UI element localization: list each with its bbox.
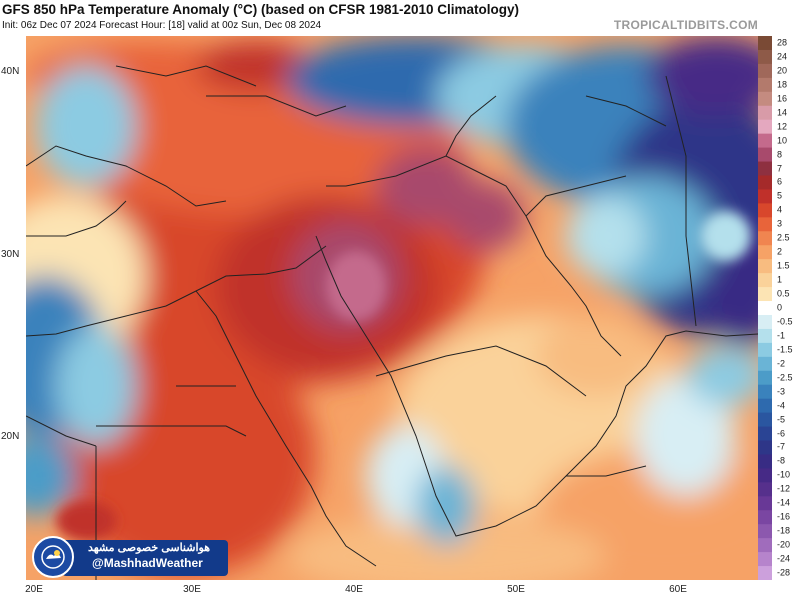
colorbar-tick-label: -7 (777, 441, 786, 452)
colorbar-swatch (758, 217, 772, 232)
colorbar-swatch (758, 301, 772, 316)
colorbar-swatch (758, 203, 772, 218)
colorbar-tick-label: 18 (777, 79, 788, 90)
colorbar-tick-label: -8 (777, 455, 786, 466)
colorbar-swatch (758, 510, 772, 525)
badge-handle: @MashhadWeather (92, 556, 203, 570)
colorbar-swatch (758, 189, 772, 204)
colorbar-swatch (758, 524, 772, 539)
colorbar-swatch (758, 356, 772, 372)
colorbar-swatch (758, 468, 772, 483)
colorbar-swatch (758, 231, 772, 246)
colorbar-swatch (758, 63, 772, 79)
lon-label-60e: 60E (669, 584, 687, 595)
colorbar-tick-label: 0 (777, 302, 783, 313)
colorbar-tick-label: -2 (777, 358, 786, 369)
colorbar-tick-label: -0.5 (777, 316, 793, 327)
colorbar-tick-label: -10 (777, 469, 791, 480)
colorbar-tick-label: -14 (777, 497, 791, 508)
colorbar-tick-label: -20 (777, 539, 791, 550)
colorbar-swatch (758, 552, 772, 567)
colorbar-swatch (758, 440, 772, 455)
colorbar-labels: 28 24 20 18 16 14 12 10 8 7 6 5 4 3 2.5 2 1.5 1 0.5 0 -0.5 -1… (777, 36, 800, 580)
colorbar-swatch (758, 398, 772, 414)
colorbar-tick-label: 2.5 (777, 232, 790, 243)
colorbar-tick-label: 3 (777, 218, 783, 229)
colorbar-swatch (758, 161, 772, 176)
colorbar-tick-label: -1 (777, 330, 786, 341)
colorbar-swatch (758, 566, 772, 580)
colorbar-tick-label: -6 (777, 428, 786, 439)
colorbar-tick-label: 10 (777, 135, 788, 146)
colorbar-tick-label: 12 (777, 121, 788, 132)
colorbar-swatch (758, 454, 772, 469)
lat-label-30n: 30N (1, 249, 20, 260)
coastlines-and-borders (26, 65, 758, 580)
colorbar-tick-label: -16 (777, 511, 791, 522)
anomaly-field (26, 36, 758, 580)
colorbar-tick-label: 20 (777, 65, 788, 76)
colorbar (758, 36, 772, 580)
colorbar-tick-label: 1.5 (777, 260, 790, 271)
colorbar-tick-label: -1.5 (777, 344, 793, 355)
logo-icon (32, 536, 74, 578)
colorbar-tick-label: -28 (777, 567, 791, 578)
colorbar-tick-label: -5 (777, 414, 786, 425)
colorbar-tick-label: 28 (777, 37, 788, 48)
colorbar-tick-label: -24 (777, 553, 791, 564)
colorbar-swatch (758, 342, 772, 358)
colorbar-tick-label: 8 (777, 149, 783, 160)
colorbar-swatch (758, 412, 772, 428)
colorbar-swatch (758, 426, 772, 442)
colorbar-tick-label: -3 (777, 386, 786, 397)
badge-persian-text: هواشناسی خصوصی مشهد (88, 542, 211, 554)
colorbar-swatch (758, 175, 772, 190)
colorbar-tick-label: 0.5 (777, 288, 790, 299)
colorbar-tick-label: 4 (777, 204, 783, 215)
watermark-badge: هواشناسی خصوصی مشهد @MashhadWeather (32, 534, 228, 580)
colorbar-tick-label: 1 (777, 274, 783, 285)
colorbar-swatch (758, 77, 772, 93)
colorbar-swatch (758, 119, 772, 135)
colorbar-swatch (758, 482, 772, 497)
colorbar-swatch (758, 314, 772, 330)
colorbar-swatch (758, 91, 772, 107)
lat-label-20n: 20N (1, 431, 20, 442)
anomaly-map (26, 36, 758, 580)
colorbar-swatch (758, 245, 772, 260)
colorbar-swatch (758, 133, 772, 149)
colorbar-swatch (758, 273, 772, 288)
colorbar-tick-label: 7 (777, 163, 783, 173)
colorbar-swatch (758, 538, 772, 553)
colorbar-tick-label: -4 (777, 400, 786, 411)
colorbar-swatch (758, 287, 772, 302)
lon-label-30e: 30E (183, 584, 201, 595)
lon-label-20e: 20E (25, 584, 43, 595)
colorbar-swatch (758, 49, 772, 65)
map-subtitle: Init: 06z Dec 07 2024 Forecast Hour: [18… (2, 20, 322, 31)
colorbar-swatch (758, 384, 772, 400)
colorbar-swatch (758, 105, 772, 121)
colorbar-tick-label: -18 (777, 525, 791, 536)
colorbar-swatch (758, 36, 772, 51)
colorbar-tick-label: 6 (777, 176, 783, 187)
colorbar-swatch (758, 147, 772, 163)
map-title: GFS 850 hPa Temperature Anomaly (°C) (ba… (2, 2, 520, 17)
lon-label-50e: 50E (507, 584, 525, 595)
colorbar-swatch (758, 496, 772, 511)
colorbar-tick-label: 5 (777, 190, 783, 201)
lon-label-40e: 40E (345, 584, 363, 595)
colorbar-tick-label: 24 (777, 51, 788, 62)
colorbar-swatch (758, 370, 772, 386)
colorbar-tick-label: -2.5 (777, 372, 793, 383)
colorbar-tick-label: 2 (777, 246, 783, 257)
colorbar-swatch (758, 328, 772, 344)
brand-watermark: TROPICALTIDBITS.COM (613, 18, 758, 32)
lat-label-40n: 40N (1, 66, 20, 77)
colorbar-tick-label: 16 (777, 93, 788, 104)
colorbar-tick-label: -12 (777, 483, 791, 494)
badge-background (62, 540, 228, 576)
colorbar-swatch (758, 259, 772, 274)
colorbar-tick-label: 14 (777, 107, 788, 118)
